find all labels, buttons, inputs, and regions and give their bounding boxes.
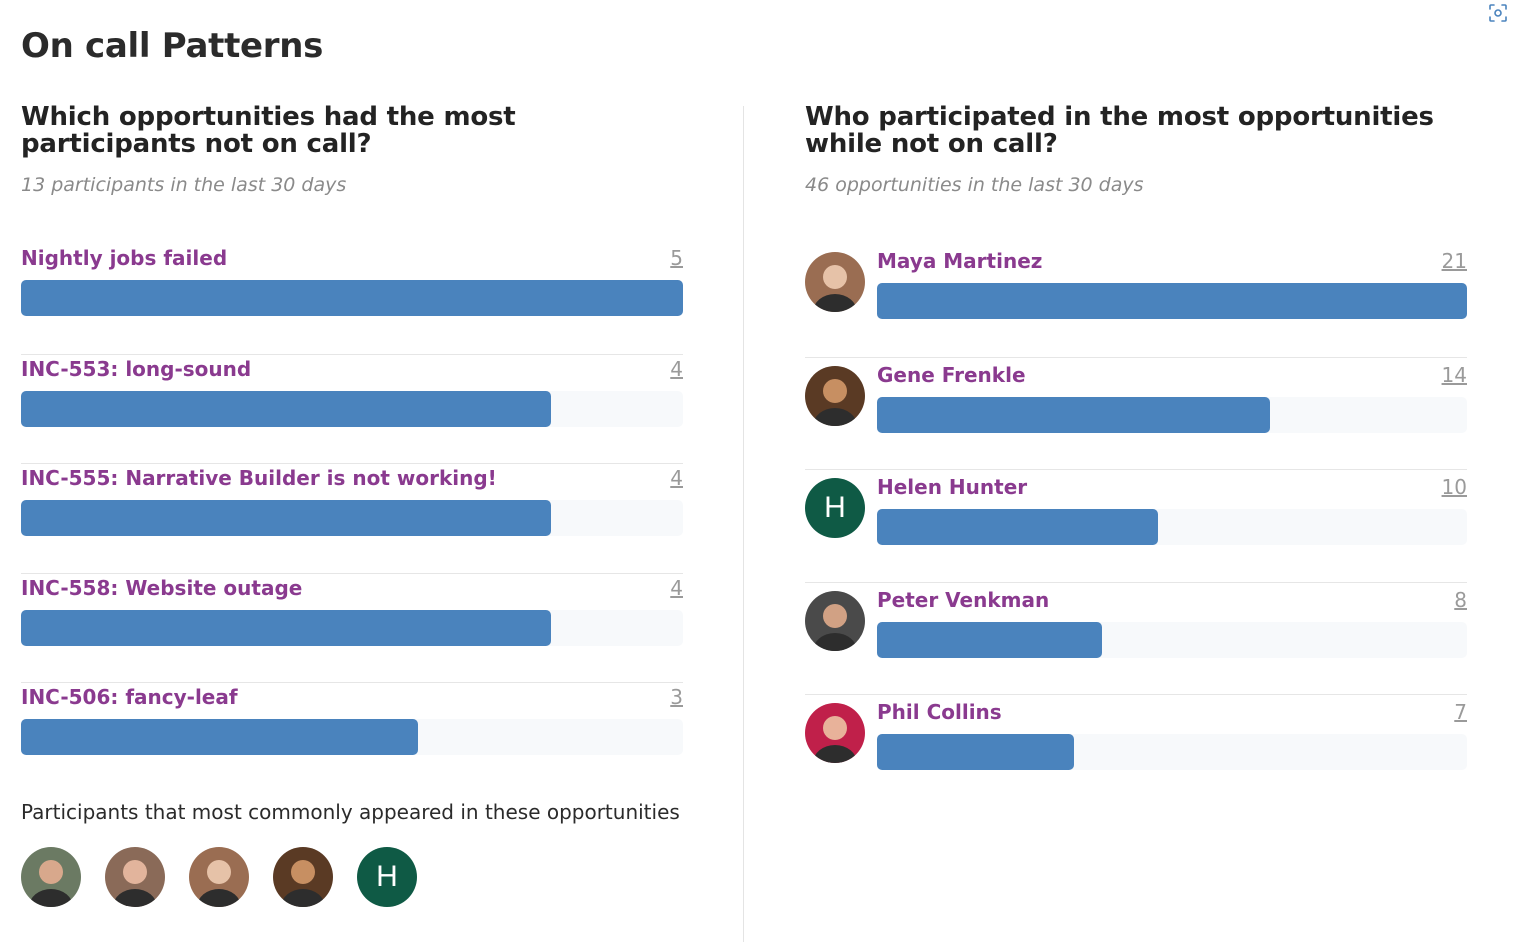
opportunity-link[interactable]: INC-506: fancy-leaf — [21, 685, 238, 709]
bar-track — [877, 509, 1467, 545]
participant-row: Maya Martinez 21 — [805, 244, 1467, 357]
opportunities-panel: Which opportunities had the most partici… — [21, 102, 683, 907]
bar-fill — [21, 390, 551, 427]
participant-row: Peter Venkman 8 — [805, 581, 1467, 695]
participant-name-link[interactable]: Maya Martinez — [877, 249, 1043, 273]
opportunity-row: INC-506: fancy-leaf 3 — [21, 682, 683, 792]
participant-letter-avatar[interactable]: H — [805, 478, 865, 538]
participant-name-link[interactable]: Phil Collins — [877, 700, 1002, 724]
participant-name-link[interactable]: Gene Frenkle — [877, 362, 1026, 387]
common-participants-avatars: H — [21, 847, 417, 907]
opportunity-link[interactable]: INC-558: Website outage — [21, 575, 303, 600]
common-participant-letter-avatar[interactable]: H — [357, 847, 417, 907]
opportunity-count-link[interactable]: 3 — [670, 685, 683, 709]
bar-fill — [21, 280, 683, 316]
participant-photo-avatar[interactable] — [805, 703, 865, 763]
participant-count-link[interactable]: 14 — [1441, 362, 1467, 387]
bar-fill — [877, 396, 1271, 433]
opportunity-count-link[interactable]: 4 — [670, 575, 683, 600]
bar-track — [21, 719, 683, 755]
person-icon — [105, 847, 165, 907]
page-title: On call Patterns — [21, 26, 324, 66]
opportunity-row: INC-558: Website outage 4 — [21, 572, 683, 683]
opportunities-list: Nightly jobs failed 5 INC-553: long-sound 4… — [21, 244, 683, 792]
participants-panel-title: Who participated in the most opportuniti… — [805, 102, 1434, 159]
participant-row: H Helen Hunter 10 — [805, 469, 1467, 582]
participant-name-link[interactable]: Helen Hunter — [877, 475, 1028, 499]
bar-track — [21, 280, 683, 316]
focus-capture-icon — [1489, 4, 1507, 22]
person-icon — [805, 252, 865, 312]
bar-fill — [877, 621, 1102, 658]
person-icon — [805, 703, 865, 763]
opportunity-count-link[interactable]: 5 — [670, 246, 683, 270]
bar-fill — [21, 609, 551, 646]
participant-name-link[interactable]: Peter Venkman — [877, 587, 1050, 612]
bar-track — [21, 500, 683, 536]
opportunity-row: Nightly jobs failed 5 — [21, 244, 683, 354]
opportunity-row: INC-553: long-sound 4 — [21, 353, 683, 464]
opportunities-panel-title: Which opportunities had the most partici… — [21, 102, 516, 159]
panel-divider — [743, 106, 744, 942]
person-icon — [805, 590, 865, 651]
common-participant-photo-avatar[interactable] — [189, 847, 249, 907]
opportunity-row: INC-555: Narrative Builder is not workin… — [21, 463, 683, 573]
participant-count-link[interactable]: 8 — [1454, 587, 1467, 612]
common-participant-photo-avatar[interactable] — [21, 847, 81, 907]
bar-track — [877, 734, 1467, 770]
opportunity-link[interactable]: Nightly jobs failed — [21, 246, 228, 270]
bar-track — [877, 283, 1467, 319]
person-icon — [189, 847, 249, 907]
opportunity-link[interactable]: INC-555: Narrative Builder is not workin… — [21, 466, 497, 490]
participant-count-link[interactable]: 10 — [1441, 475, 1467, 499]
bar-track — [21, 609, 683, 646]
participant-photo-avatar[interactable] — [805, 365, 865, 426]
participants-panel: Who participated in the most opportuniti… — [805, 102, 1467, 770]
screenshot-button[interactable] — [1484, 0, 1512, 26]
opportunities-panel-subtitle: 13 participants in the last 30 days — [21, 174, 347, 196]
bar-track — [21, 390, 683, 427]
participant-count-link[interactable]: 21 — [1441, 249, 1467, 273]
person-icon — [21, 847, 81, 907]
opportunity-link[interactable]: INC-553: long-sound — [21, 356, 252, 381]
common-participant-photo-avatar[interactable] — [105, 847, 165, 907]
opportunity-count-link[interactable]: 4 — [670, 356, 683, 381]
participant-row: Gene Frenkle 14 — [805, 356, 1467, 470]
participants-panel-subtitle: 46 opportunities in the last 30 days — [805, 174, 1144, 196]
participant-row: Phil Collins 7 — [805, 694, 1467, 807]
person-icon — [273, 847, 333, 907]
bar-track — [877, 396, 1467, 433]
common-participants-title: Participants that most commonly appeared… — [21, 800, 680, 824]
bar-fill — [21, 500, 551, 536]
person-icon — [805, 365, 865, 426]
participant-photo-avatar[interactable] — [805, 590, 865, 651]
opportunity-count-link[interactable]: 4 — [670, 466, 683, 490]
bar-fill — [877, 509, 1158, 545]
bar-fill — [21, 719, 419, 755]
bar-fill — [877, 283, 1467, 319]
common-participant-photo-avatar[interactable] — [273, 847, 333, 907]
bar-track — [877, 621, 1467, 658]
participant-count-link[interactable]: 7 — [1454, 700, 1467, 724]
participant-photo-avatar[interactable] — [805, 252, 865, 312]
bar-fill — [877, 734, 1074, 770]
participants-list: Maya Martinez 21 Gene Frenkle 14 H Helen Hunt… — [805, 244, 1467, 807]
